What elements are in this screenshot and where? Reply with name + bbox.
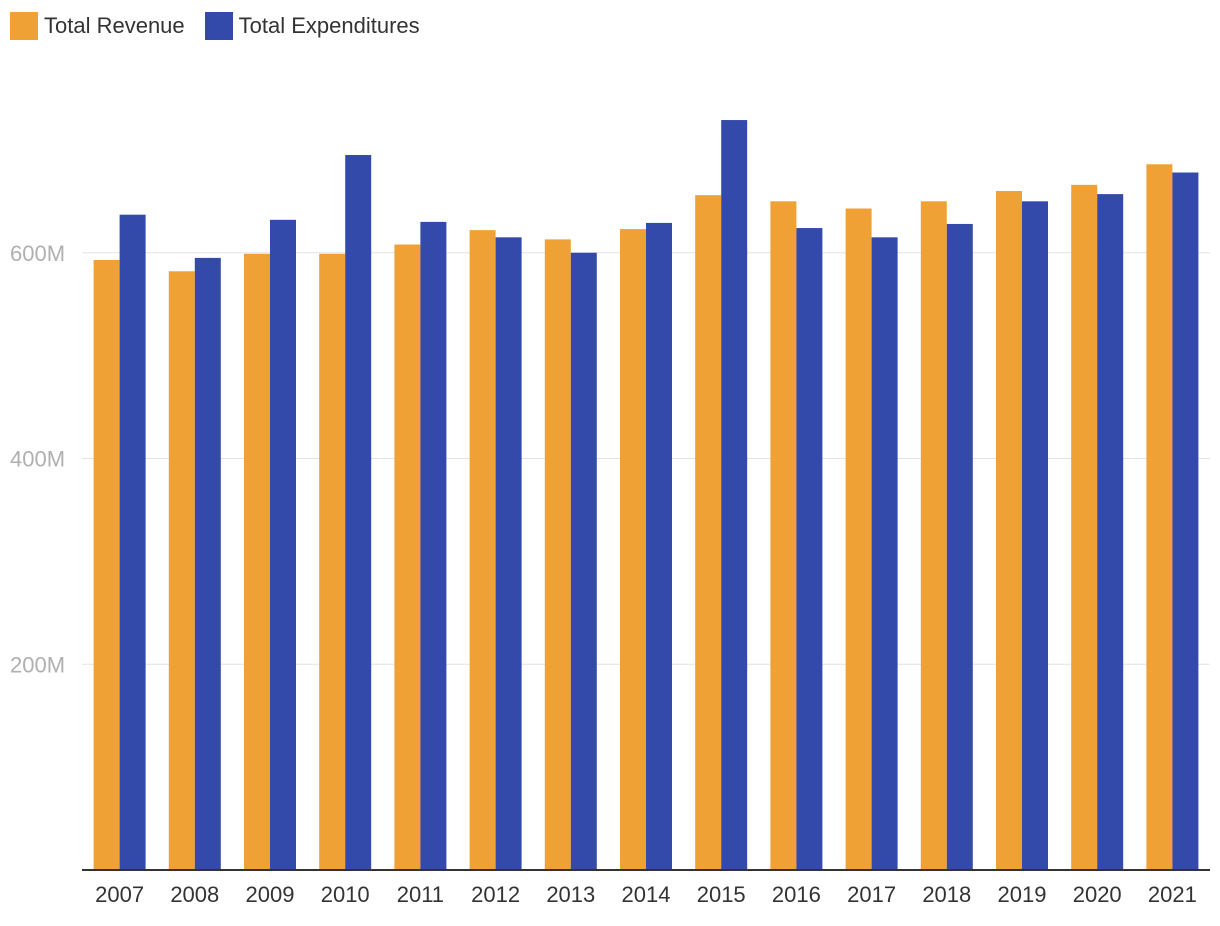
bar-expenditures-2012 [495,237,522,871]
legend-item-revenue[interactable]: Total Revenue [10,12,185,40]
bar-expenditures-2017 [871,237,898,871]
x-tick-label-2014: 2014 [622,882,671,907]
bar-revenue-2021 [1146,164,1173,871]
bar-revenue-2018 [920,201,947,870]
bar-expenditures-2020 [1097,194,1124,870]
bar-expenditures-2011 [420,221,447,870]
bar-revenue-2016 [770,201,797,870]
x-tick-label-2007: 2007 [95,882,144,907]
x-tick-label-2021: 2021 [1148,882,1197,907]
bar-revenue-2020 [1071,184,1098,871]
bar-revenue-2010 [319,253,346,870]
bar-expenditures-2008 [194,257,221,870]
x-tick-label-2020: 2020 [1073,882,1122,907]
x-tick-label-2017: 2017 [847,882,896,907]
x-tick-label-2009: 2009 [246,882,295,907]
legend-label-expenditures: Total Expenditures [238,13,420,38]
y-tick-label-400: 400M [10,447,65,472]
bar-expenditures-2010 [345,155,372,871]
bar-revenue-2019 [996,191,1022,870]
x-tick-label-2015: 2015 [697,882,746,907]
x-tick-label-2016: 2016 [772,882,821,907]
bar-revenue-2011 [394,244,421,870]
bar-revenue-2017 [845,208,872,871]
x-tick-label-2008: 2008 [170,882,219,907]
bar-expenditures-2016 [796,228,823,870]
legend-label-revenue: Total Revenue [44,13,185,38]
bar-expenditures-2013 [570,252,597,870]
y-tick-label-600: 600M [10,241,65,266]
bar-revenue-2014 [620,229,646,870]
x-tick-label-2012: 2012 [471,882,520,907]
bar-revenue-2012 [469,230,496,870]
bar-revenue-2009 [244,253,270,870]
bar-revenue-2008 [168,271,195,871]
bar-expenditures-2015 [721,120,748,870]
y-tick-label-200: 200M [10,652,65,677]
legend-swatch-revenue [10,12,38,40]
x-tick-label-2013: 2013 [546,882,595,907]
x-tick-label-2010: 2010 [321,882,370,907]
chart-legend: Total Revenue Total Expenditures [10,12,440,40]
x-tick-label-2011: 2011 [397,882,444,907]
bar-expenditures-2009 [270,219,296,870]
x-tick-label-2018: 2018 [922,882,971,907]
bar-expenditures-2021 [1172,172,1199,870]
bar-revenue-2007 [93,259,120,870]
bar-expenditures-2007 [119,214,146,870]
bar-expenditures-2019 [1022,201,1048,870]
bar-revenue-2015 [695,195,722,870]
bar-revenue-2013 [544,239,571,871]
bar-expenditures-2018 [946,223,973,870]
bar-expenditures-2014 [646,222,672,870]
legend-item-expenditures[interactable]: Total Expenditures [204,12,420,40]
x-tick-label-2019: 2019 [998,882,1047,907]
legend-swatch-expenditures [204,12,233,40]
